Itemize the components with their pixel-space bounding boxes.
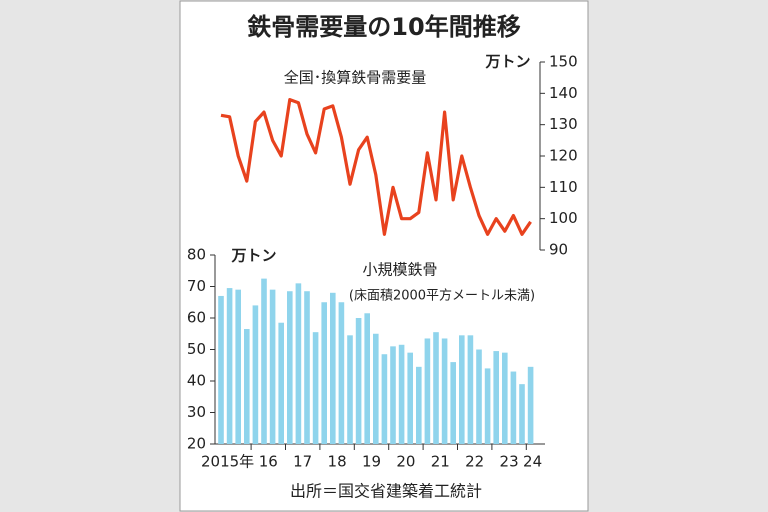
x-tick-label: 2015年	[201, 453, 254, 471]
bar-subannotation: (床面積2000平方メートル未満)	[349, 288, 535, 304]
y2-tick-label: 110	[549, 178, 578, 196]
y-tick-label: 60	[187, 309, 206, 327]
y2-tick-label: 150	[549, 53, 578, 71]
bar	[261, 278, 267, 444]
bar	[416, 366, 422, 444]
x-tick-label: 24	[523, 453, 542, 471]
bar	[476, 349, 482, 444]
line-annotation: 全国･換算鉄骨需要量	[284, 69, 427, 87]
bar	[330, 292, 336, 444]
bar	[484, 368, 491, 444]
x-tick-label: 19	[362, 453, 381, 471]
bar	[493, 351, 499, 444]
bar	[450, 362, 456, 444]
right-unit: 万トン	[484, 53, 530, 71]
source: 出所＝国交省建築着工統計	[290, 482, 482, 501]
bar	[269, 289, 276, 444]
y2-tick-label: 90	[549, 241, 568, 259]
left-unit: 万トン	[230, 247, 276, 265]
x-tick-label: 20	[396, 453, 415, 471]
bar-annotation: 小規模鉄骨	[362, 261, 437, 279]
x-tick-label: 16	[259, 453, 278, 471]
bar	[226, 288, 233, 444]
y2-tick-label: 100	[549, 209, 578, 227]
bar	[519, 384, 525, 444]
bar	[510, 371, 517, 444]
chart-title: 鉄骨需要量の10年間推移	[247, 13, 520, 41]
bar	[398, 344, 405, 444]
bar	[235, 289, 241, 444]
y-tick-label: 50	[187, 340, 206, 358]
line	[220, 98, 532, 236]
bar	[433, 332, 439, 444]
x-tick-label: 23	[500, 453, 519, 471]
y2-tick-label: 130	[549, 115, 578, 133]
bar	[287, 291, 293, 444]
y-tick-label: 70	[187, 277, 206, 295]
bar	[373, 333, 379, 444]
bar	[527, 366, 534, 444]
bar	[304, 291, 310, 444]
y2-tick-label: 140	[549, 84, 578, 102]
bar	[381, 354, 388, 444]
x-tick-label: 21	[431, 453, 450, 471]
y2-tick-label: 120	[549, 147, 578, 165]
x-tick-label: 18	[328, 453, 347, 471]
bar	[347, 335, 353, 444]
bar	[355, 318, 362, 444]
bar	[441, 338, 448, 444]
bar	[467, 335, 474, 444]
bar	[252, 305, 259, 444]
bar	[459, 335, 465, 444]
bar	[321, 302, 327, 444]
bar	[502, 352, 508, 444]
bar	[424, 338, 431, 444]
x-tick-label: 22	[465, 453, 484, 471]
bar	[278, 322, 284, 444]
y-tick-label: 40	[187, 372, 206, 390]
y-tick-label: 20	[187, 435, 206, 453]
bar	[338, 302, 345, 444]
bar	[312, 332, 319, 444]
bar	[295, 283, 302, 444]
bar	[364, 313, 370, 444]
bar	[244, 329, 250, 444]
bar	[407, 352, 413, 444]
bar	[218, 295, 224, 444]
y-tick-label: 30	[187, 403, 206, 421]
x-tick-label: 17	[293, 453, 312, 471]
bar	[390, 346, 396, 444]
y-tick-label: 80	[187, 246, 206, 264]
